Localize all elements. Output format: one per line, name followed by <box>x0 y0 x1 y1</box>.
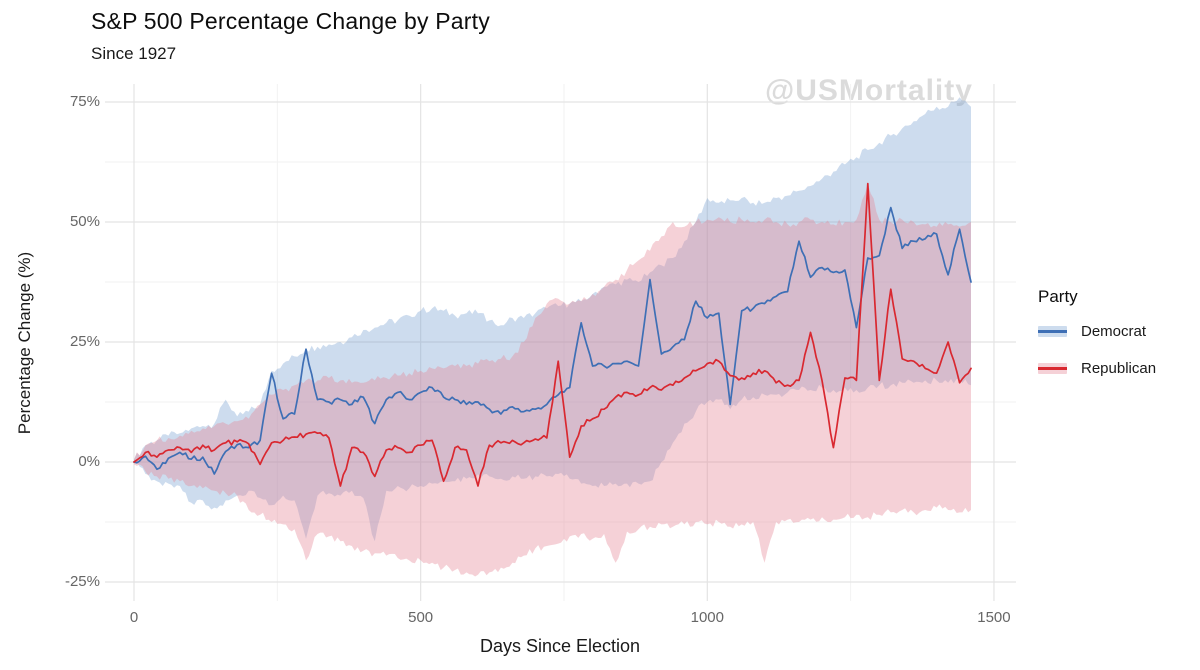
legend-title: Party <box>1038 287 1078 306</box>
democrat-line-key-icon <box>1038 326 1067 337</box>
legend-label-democrat: Democrat <box>1081 323 1147 340</box>
chart-title: S&P 500 Percentage Change by Party <box>91 8 490 34</box>
chart-subtitle: Since 1927 <box>91 44 177 63</box>
x-tick-label: 0 <box>129 609 139 626</box>
y-tick-label: 50% <box>69 213 100 230</box>
x-tick-label: 1000 <box>690 609 724 626</box>
x-tick-label: 500 <box>408 609 434 626</box>
legend-item-democrat: Democrat <box>1038 323 1156 340</box>
y-tick-label: 25% <box>69 333 100 350</box>
legend: Party Democrat Republican <box>1038 287 1156 397</box>
legend-label-republican: Republican <box>1081 360 1157 377</box>
republican-line-key-icon <box>1038 363 1067 374</box>
y-tick-label: -25% <box>64 573 100 590</box>
x-axis-title: Days Since Election <box>479 636 641 656</box>
y-tick-label: 0% <box>78 453 100 470</box>
x-tick-label: 1500 <box>977 609 1011 626</box>
legend-item-republican: Republican <box>1038 360 1156 377</box>
y-tick-label: 75% <box>69 93 100 110</box>
